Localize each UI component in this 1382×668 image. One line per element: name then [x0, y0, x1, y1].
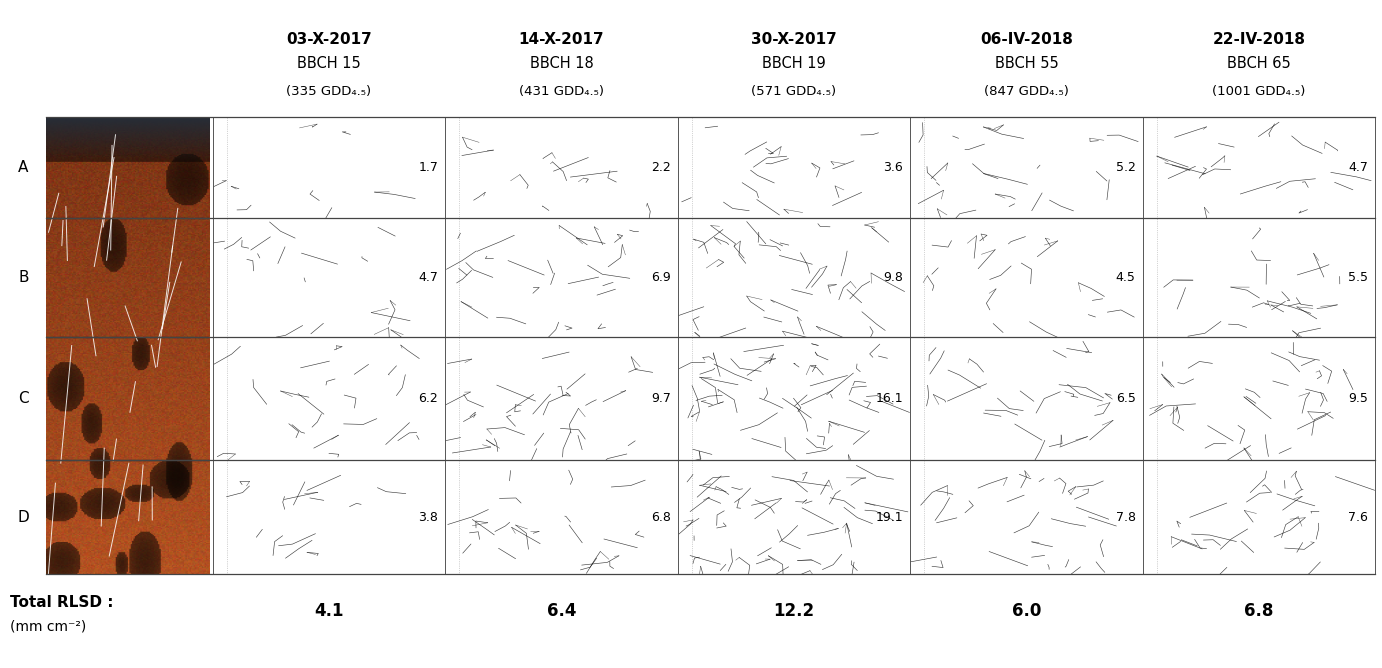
Text: 3.8: 3.8 [419, 511, 438, 524]
Text: 16.1: 16.1 [876, 392, 904, 405]
Text: 6.4: 6.4 [547, 603, 576, 620]
Text: 4.5: 4.5 [1115, 271, 1136, 283]
Text: 4.1: 4.1 [314, 603, 344, 620]
Text: BBCH 65: BBCH 65 [1227, 57, 1291, 71]
Text: (431 GDD₄.₅): (431 GDD₄.₅) [520, 86, 604, 98]
Text: BBCH 15: BBCH 15 [297, 57, 361, 71]
Text: 9.7: 9.7 [651, 392, 670, 405]
Text: 06-IV-2018: 06-IV-2018 [980, 32, 1072, 47]
Text: 6.5: 6.5 [1115, 392, 1136, 405]
Text: 2.2: 2.2 [651, 161, 670, 174]
Text: (mm cm⁻²): (mm cm⁻²) [10, 620, 86, 633]
Text: 7.8: 7.8 [1115, 511, 1136, 524]
Text: C: C [18, 391, 29, 406]
Text: 30-X-2017: 30-X-2017 [750, 32, 837, 47]
Text: 9.8: 9.8 [883, 271, 904, 283]
Text: 3.6: 3.6 [883, 161, 904, 174]
Text: 4.7: 4.7 [1349, 161, 1368, 174]
Text: 9.5: 9.5 [1349, 392, 1368, 405]
Text: 03-X-2017: 03-X-2017 [286, 32, 372, 47]
Text: 14-X-2017: 14-X-2017 [518, 32, 604, 47]
Text: 6.9: 6.9 [651, 271, 670, 283]
Text: (335 GDD₄.₅): (335 GDD₄.₅) [286, 86, 372, 98]
Text: 6.8: 6.8 [651, 511, 670, 524]
Text: D: D [18, 510, 29, 525]
Text: A: A [18, 160, 29, 175]
Text: B: B [18, 270, 29, 285]
Text: (571 GDD₄.₅): (571 GDD₄.₅) [752, 86, 836, 98]
Text: BBCH 55: BBCH 55 [995, 57, 1059, 71]
Text: 5.2: 5.2 [1115, 161, 1136, 174]
Text: 4.7: 4.7 [419, 271, 438, 283]
Text: 1.7: 1.7 [419, 161, 438, 174]
Text: (847 GDD₄.₅): (847 GDD₄.₅) [984, 86, 1068, 98]
Text: BBCH 19: BBCH 19 [761, 57, 826, 71]
Text: 19.1: 19.1 [876, 511, 904, 524]
Text: 7.6: 7.6 [1349, 511, 1368, 524]
Text: (1001 GDD₄.₅): (1001 GDD₄.₅) [1212, 86, 1306, 98]
Text: 5.5: 5.5 [1347, 271, 1368, 283]
Text: 22-IV-2018: 22-IV-2018 [1212, 32, 1306, 47]
Text: Total RLSD :: Total RLSD : [10, 595, 113, 610]
Text: 6.8: 6.8 [1244, 603, 1274, 620]
Text: 6.2: 6.2 [419, 392, 438, 405]
Text: 6.0: 6.0 [1012, 603, 1041, 620]
Text: 12.2: 12.2 [774, 603, 814, 620]
Text: BBCH 18: BBCH 18 [529, 57, 593, 71]
